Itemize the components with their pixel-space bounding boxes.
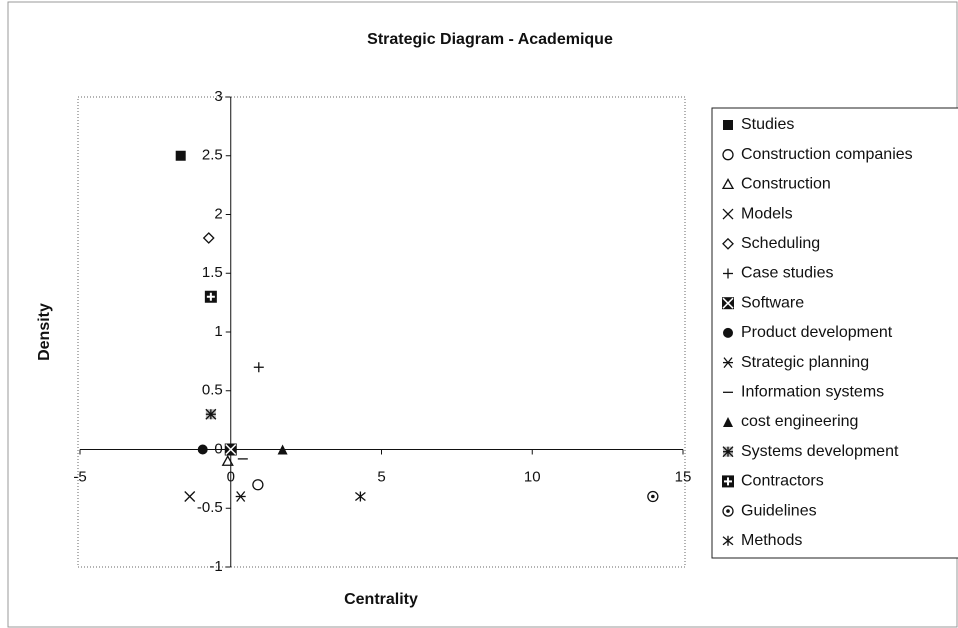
x-axis-title: Centrality [344,591,418,608]
point [253,362,264,373]
y-tick-label: 2.5 [202,147,223,164]
point [235,491,246,502]
marker-shape [726,509,730,513]
legend-label: Strategic planning [741,354,869,371]
y-tick-label: 0.5 [202,382,223,399]
legend-label: Studies [741,116,794,133]
marker-stroke [723,357,733,369]
legend-label: Methods [741,532,802,549]
point [354,491,366,502]
marker-shape [722,505,734,517]
marker-shape [723,120,733,130]
y-tick-label: 0 [214,440,222,457]
legend-icon [722,475,734,488]
legend-label: Contractors [741,473,824,490]
marker-stroke [722,208,734,220]
marker-shape [722,237,734,250]
marker-shape [202,232,215,244]
legend-box [711,107,958,559]
legend-label: cost engineering [741,413,858,430]
x-tick-label: -5 [73,468,86,485]
legend-label: Product development [741,324,893,341]
y-tick-label: -1 [209,558,222,575]
legend-label: Construction [741,176,831,193]
x-tick-label: 10 [524,468,541,485]
legend-icon [722,237,734,250]
legend-label: Systems development [741,443,899,460]
legend-icon [722,446,734,458]
marker-shape [221,454,234,466]
point [277,444,288,455]
point [175,150,186,161]
point [184,491,196,502]
point [224,443,237,456]
legend-label: Information systems [741,384,884,401]
legend: Studies Construction companies Constructio… [721,116,913,549]
marker-stroke [184,491,196,502]
y-tick-label: 3 [214,88,222,105]
y-tick-label: 1.5 [202,264,223,281]
legend-label: Case studies [741,265,834,282]
legend-label: Construction companies [741,146,913,163]
y-axis-title: Density [36,303,53,361]
legend-icon [723,268,733,279]
marker-shape [721,178,735,190]
y-tick-label: -0.5 [197,499,223,516]
marker-stroke [722,297,734,309]
marker-stroke [722,536,734,546]
marker-shape [175,150,186,161]
legend-icon [723,327,733,338]
legend-icon [723,120,733,130]
legend-icon [722,208,734,220]
legend-label: Guidelines [741,502,817,519]
y-tick-label: 2 [214,205,222,222]
plot-area [77,96,686,568]
marker-shape [647,490,659,503]
point [202,232,215,244]
marker-shape [723,417,733,427]
point [205,408,217,420]
marker-shape [252,479,264,491]
x-tick-label: 5 [377,468,385,485]
x-tick-label: 0 [227,468,235,485]
point [221,454,234,466]
marker-stroke [225,443,237,456]
legend-icon [723,357,733,369]
legend-label: Software [741,294,804,311]
point [252,479,264,491]
marker-shape [651,494,655,499]
legend-label: Models [741,205,793,222]
legend-label: Scheduling [741,235,820,252]
point [197,444,208,455]
legend-icon [723,417,733,427]
legend-icon [722,505,734,517]
marker-shape [197,444,208,455]
chart-title: Strategic Diagram - Academique [367,31,613,48]
x-tick-label: 15 [675,468,692,485]
point [647,490,659,503]
legend-icon [721,178,735,190]
legend-icon [722,297,734,310]
point [204,290,217,303]
legend-icon [722,149,734,161]
legend-icon [722,535,734,546]
marker-shape [723,327,733,338]
marker-stroke [354,491,366,502]
marker-stroke [236,491,246,502]
marker-shape [722,149,734,161]
y-tick-label: 1 [214,323,222,340]
marker-shape [277,444,288,455]
